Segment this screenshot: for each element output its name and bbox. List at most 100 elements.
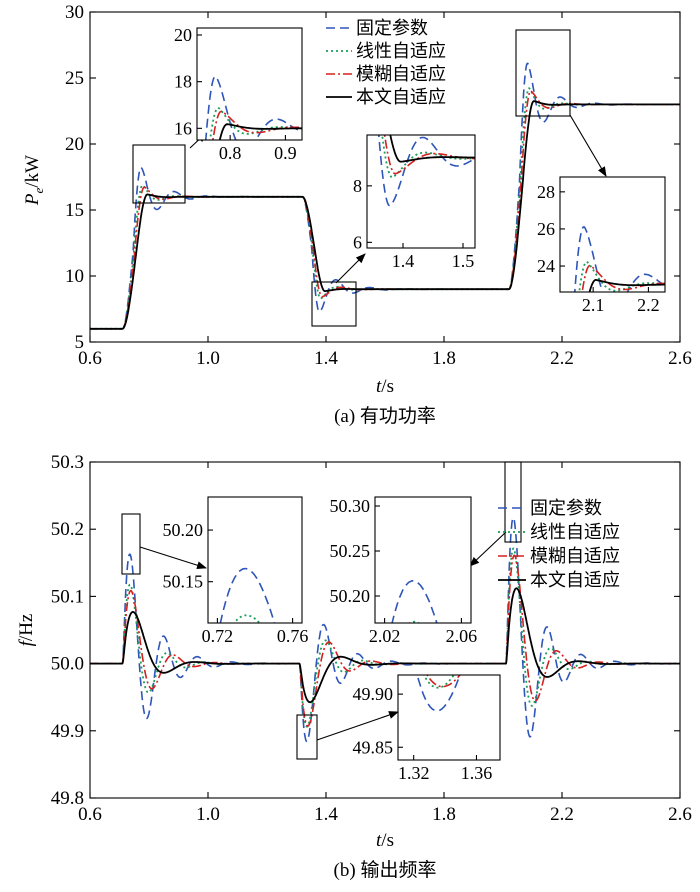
inset-series-1-line — [573, 226, 665, 292]
chart-a-series-4-line — [89, 100, 681, 330]
y-tick-label: 50.3 — [51, 452, 84, 473]
chart-a-inset-2: 1.4 1.5 8 6 — [353, 134, 476, 271]
inset-series-1-line — [219, 567, 276, 623]
inset-frame — [559, 176, 666, 293]
inset-series-1-line — [391, 580, 438, 623]
y-tick-label: 10 — [65, 266, 84, 287]
inset-x-tick-label: 1.4 — [392, 251, 415, 271]
chart-b-zoom-box-1 — [121, 513, 141, 575]
chart-b-inset-3: 1.32 1.36 49.90 49.85 — [353, 674, 501, 783]
inset-series-4-line — [201, 657, 311, 735]
inset-y-tick-label: 50.20 — [163, 520, 204, 540]
x-tick-label: 1.8 — [432, 348, 456, 369]
inset-curves — [391, 580, 438, 623]
inset-x-tick-label: 2.1 — [582, 295, 605, 315]
inset-x-tick-label: 2.2 — [637, 295, 660, 315]
chart-b-series-4-line — [89, 587, 681, 704]
legend-label: 本文自适应 — [356, 87, 446, 107]
chart-b-series-2-line — [89, 547, 681, 728]
x-tick-label: 2.2 — [550, 804, 574, 825]
inset-series-2-line — [209, 107, 302, 140]
inset-y-tick-label: 20 — [174, 25, 192, 45]
inset-bg — [375, 497, 471, 623]
inset-bg — [398, 675, 500, 760]
inset-y-tick-label: 49.90 — [353, 684, 394, 704]
inset-x-tick-label: 0.76 — [277, 626, 309, 646]
chart-a-zoom-box-1 — [132, 144, 186, 204]
chart-a-caption: (a) 有功功率 — [334, 405, 436, 427]
chart-b-series — [89, 517, 681, 743]
inset-frame — [397, 674, 501, 761]
legend-label: 固定参数 — [530, 498, 602, 518]
chart-b-xlabel: t/s — [376, 830, 394, 851]
y-tick-label: 30 — [65, 2, 84, 23]
inset-y-tick-label: 50.20 — [330, 586, 371, 606]
inset-y-tick-label: 50.30 — [330, 496, 371, 516]
y-tick-label: 20 — [65, 134, 84, 155]
chart-a-plot-frame — [89, 11, 681, 343]
chart-b-ylabel: f/Hz — [16, 614, 37, 647]
inset-series-4-line — [218, 123, 302, 140]
y-tick-label: 50.2 — [51, 519, 84, 540]
inset-series-4-line — [389, 135, 475, 163]
inset-x-tick-label: 1.5 — [452, 251, 475, 271]
inset-bg — [560, 177, 665, 292]
chart-b-plot-frame — [89, 461, 681, 799]
legend-label: 线性自适应 — [356, 41, 446, 61]
chart-a-axis-ticks: 0.6 1.0 1.4 1.8 2.2 2.6 5 10 15 20 25 30 — [65, 2, 692, 369]
y-tick-label: 50.0 — [51, 654, 84, 675]
inset-x-tick-label: 1.36 — [461, 763, 493, 783]
chart-a-arrow-3 — [569, 114, 607, 177]
chart-a: 0.6 1.0 1.4 1.8 2.2 2.6 5 10 15 20 25 30 0.8 0.9 20 18… — [22, 2, 692, 427]
inset-x-tick-label: 2.02 — [369, 626, 401, 646]
inset-y-tick-label: 18 — [174, 72, 192, 92]
inset-frame — [207, 496, 303, 624]
inset-x-tick-label: 0.72 — [202, 626, 234, 646]
chart-a-zoom-box-2 — [311, 281, 357, 327]
chart-b: 0.6 1.0 1.4 1.8 2.2 2.649.849.950.050.150.250… — [16, 452, 692, 881]
inset-series-4-line — [588, 279, 665, 292]
x-tick-label: 0.6 — [78, 348, 102, 369]
chart-a-inset-1: 0.8 0.9 20 18 16 — [174, 25, 303, 163]
legend-label: 本文自适应 — [530, 570, 620, 590]
inset-frame — [374, 496, 472, 624]
inset-curves — [573, 226, 665, 292]
inset-curves — [416, 675, 461, 712]
chart-b-caption: (b) 输出频率 — [334, 859, 437, 881]
inset-x-tick-label: 0.8 — [219, 143, 242, 163]
inset-series-2-line — [422, 675, 455, 689]
legend-label: 模糊自适应 — [530, 546, 620, 566]
chart-b-arrow-2 — [469, 531, 507, 567]
chart-b-arrow-1 — [139, 546, 207, 570]
inset-series-1-line — [416, 675, 461, 712]
legend-label: 线性自适应 — [530, 522, 620, 542]
legend-label: 模糊自适应 — [356, 64, 446, 84]
inset-bg — [208, 497, 302, 623]
inset-y-tick-label: 24 — [537, 256, 555, 276]
chart-a-zoom-box-3 — [515, 29, 571, 117]
inset-x-tick-label: 2.06 — [446, 626, 478, 646]
x-tick-label: 1.8 — [432, 804, 456, 825]
inset-frame — [366, 134, 476, 249]
y-tick-label: 50.1 — [51, 586, 84, 607]
inset-y-tick-label: 50.25 — [330, 541, 371, 561]
inset-series-1-line — [377, 135, 475, 207]
inset-y-tick-label: 49.85 — [353, 737, 394, 757]
inset-y-tick-label: 16 — [174, 118, 192, 138]
inset-y-tick-label: 26 — [537, 219, 555, 239]
inset-curves — [201, 567, 311, 735]
x-tick-label: 1.0 — [196, 348, 220, 369]
chart-a-series — [89, 62, 681, 330]
inset-series-3-line — [581, 264, 665, 292]
y-tick-label: 15 — [65, 200, 84, 221]
inset-y-tick-label: 6 — [353, 232, 362, 252]
chart-b-inset-1: 0.72 0.76 50.20 50.15 — [163, 496, 311, 735]
legend-label: 固定参数 — [356, 18, 428, 38]
inset-series-3-line — [426, 675, 461, 688]
inset-y-tick-label: 28 — [537, 182, 555, 202]
inset-x-tick-label: 1.32 — [398, 763, 430, 783]
chart-b-axis-ticks: 0.6 1.0 1.4 1.8 2.2 2.649.849.950.050.150.250… — [51, 452, 692, 825]
